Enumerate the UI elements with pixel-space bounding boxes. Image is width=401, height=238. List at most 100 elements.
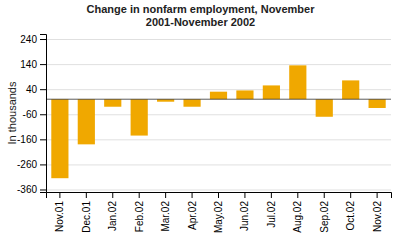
x-tick-mark bbox=[244, 192, 245, 198]
x-tick-mark bbox=[139, 192, 140, 198]
x-tick: Nov.02 bbox=[372, 192, 383, 232]
y-tick: 40 bbox=[26, 84, 46, 95]
x-tick: Sep.02 bbox=[319, 192, 330, 233]
x-tick-label: Nov.02 bbox=[372, 201, 383, 232]
x-tick: Jul.02 bbox=[266, 192, 277, 228]
x-tick-mark bbox=[218, 192, 219, 198]
x-tick-mark bbox=[271, 192, 272, 198]
grid-line bbox=[46, 189, 391, 190]
x-tick-label: Oct.02 bbox=[345, 201, 356, 231]
x-tick-mark bbox=[165, 192, 166, 198]
grid-line bbox=[46, 64, 391, 65]
x-axis: Nov.01 Dec.01 Jan.02 Feb.02 Mar.02 Apr.02 May.… bbox=[47, 192, 392, 233]
chart-container: Change in nonfarm employment, November20… bbox=[0, 0, 401, 238]
x-axis-line bbox=[47, 193, 392, 199]
bar bbox=[210, 92, 227, 100]
grid-line bbox=[46, 114, 391, 115]
x-tick-label: Jul.02 bbox=[266, 201, 277, 228]
y-axis: -360 -260 -160 -60 40 140 240 bbox=[17, 34, 47, 195]
x-tick: Feb.02 bbox=[134, 192, 145, 232]
y-tick-mark bbox=[40, 114, 46, 115]
x-tick: Oct.02 bbox=[345, 192, 356, 230]
x-tick: Aug.02 bbox=[292, 192, 303, 233]
bar bbox=[131, 99, 148, 135]
x-tick: Jan.02 bbox=[107, 192, 118, 231]
zero-line bbox=[46, 99, 391, 100]
x-tick-label: Jun.02 bbox=[239, 201, 250, 231]
grid-tick bbox=[46, 89, 391, 90]
grid-tick bbox=[46, 139, 391, 140]
chart-svg: Change in nonfarm employment, November20… bbox=[0, 0, 401, 238]
bar bbox=[183, 99, 200, 107]
bar bbox=[369, 99, 386, 108]
y-tick-label: -160 bbox=[17, 134, 37, 145]
x-tick: Jun.02 bbox=[239, 192, 250, 231]
x-tick-mark bbox=[59, 192, 60, 198]
grid-tick bbox=[46, 64, 391, 65]
x-tick: Apr.02 bbox=[187, 192, 198, 230]
x-tick-label: Apr.02 bbox=[187, 201, 198, 230]
title: Change in nonfarm employment, November20… bbox=[87, 3, 316, 28]
title-line: 2001-November 2002 bbox=[146, 16, 255, 28]
grid-tick bbox=[46, 189, 391, 190]
grid-tick bbox=[46, 39, 391, 40]
x-tick-mark bbox=[350, 192, 351, 198]
y-tick: -60 bbox=[23, 109, 46, 120]
grid-line bbox=[46, 89, 391, 90]
y-tick-mark bbox=[40, 39, 46, 40]
y-tick-label: -60 bbox=[23, 109, 38, 120]
bar bbox=[316, 99, 333, 117]
x-tick-label: Aug.02 bbox=[292, 201, 303, 233]
y-tick-mark bbox=[40, 89, 46, 90]
y-tick: 240 bbox=[20, 34, 46, 45]
x-tick-label: Jan.02 bbox=[107, 201, 118, 231]
y-tick-mark bbox=[40, 139, 46, 140]
x-tick-label: Mar.02 bbox=[160, 201, 171, 232]
y-tick-label: -360 bbox=[17, 184, 37, 195]
x-tick-label: Sep.02 bbox=[319, 201, 330, 233]
x-tick-label: May.02 bbox=[213, 201, 224, 233]
bar bbox=[78, 99, 95, 144]
x-tick-mark bbox=[377, 192, 378, 198]
y-tick-label: 40 bbox=[26, 84, 38, 95]
grid-tick bbox=[46, 164, 391, 165]
grid-line bbox=[46, 164, 391, 165]
title-line: Change in nonfarm employment, November bbox=[87, 3, 316, 15]
x-tick-label: Dec.01 bbox=[81, 201, 92, 233]
y-tick: -260 bbox=[17, 159, 46, 170]
x-tick: Nov.01 bbox=[54, 192, 65, 232]
bar bbox=[104, 99, 121, 107]
x-tick-label: Feb.02 bbox=[134, 201, 145, 233]
bar bbox=[342, 80, 359, 99]
x-tick-mark bbox=[324, 192, 325, 198]
bar bbox=[289, 65, 306, 99]
y-tick-label: 140 bbox=[20, 59, 37, 70]
plot: -360 -260 -160 -60 40 140 240 Nov.01 Dec.01 Jan.0… bbox=[17, 34, 392, 233]
bars bbox=[51, 65, 385, 178]
x-tick-label: Nov.01 bbox=[54, 201, 65, 232]
x-tick: Mar.02 bbox=[160, 192, 171, 232]
grid-line bbox=[46, 39, 391, 40]
x-tick-mark bbox=[297, 192, 298, 198]
y-axis-title: In thousands bbox=[6, 81, 18, 144]
x-tick-mark bbox=[192, 192, 193, 198]
x-tick: Dec.01 bbox=[81, 192, 92, 233]
y-tick: -160 bbox=[17, 134, 46, 145]
y-tick-label: -260 bbox=[17, 159, 37, 170]
y-tick: -360 bbox=[17, 184, 46, 195]
bar bbox=[51, 99, 68, 178]
y-tick-mark bbox=[40, 164, 46, 165]
bar bbox=[263, 85, 280, 99]
bar bbox=[236, 90, 253, 99]
grid-tick bbox=[46, 114, 391, 115]
y-tick-mark bbox=[40, 189, 46, 190]
x-tick: May.02 bbox=[213, 192, 224, 233]
grid-line bbox=[46, 139, 391, 140]
y-tick-label: 240 bbox=[20, 34, 37, 45]
grid bbox=[46, 40, 391, 190]
y-axis-line bbox=[40, 35, 47, 193]
y-tick: 140 bbox=[20, 59, 46, 70]
x-tick-mark bbox=[86, 192, 87, 198]
y-tick-mark bbox=[40, 64, 46, 65]
x-tick-mark bbox=[112, 192, 113, 198]
